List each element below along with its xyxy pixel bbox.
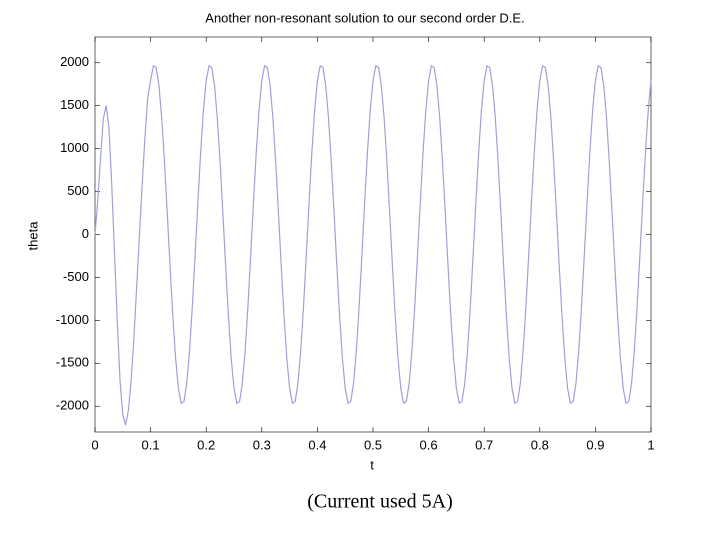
x-tick-label: 0.5 (364, 437, 382, 452)
y-tick-label: 1500 (60, 97, 89, 112)
x-tick-label: 0.6 (420, 437, 438, 452)
y-tick-label: -1500 (56, 355, 89, 370)
x-tick-label: 0.2 (197, 437, 215, 452)
x-tick-label: 0.9 (586, 437, 604, 452)
x-tick-label: 0.1 (142, 437, 160, 452)
x-tick-label: 1 (647, 437, 654, 452)
y-tick-label: -500 (63, 269, 89, 284)
x-tick-label: 0.4 (308, 437, 326, 452)
x-tick-label: 0.7 (475, 437, 493, 452)
x-axis-label: t (370, 457, 374, 472)
chart-title: Another non-resonant solution to our sec… (205, 10, 524, 25)
x-tick-label: 0 (91, 437, 98, 452)
y-tick-label: -1000 (56, 312, 89, 327)
y-tick-label: 500 (67, 183, 89, 198)
plot-frame (94, 36, 652, 433)
y-tick-label: 2000 (60, 54, 89, 69)
y-tick-label: -2000 (56, 398, 89, 413)
x-tick-label: 0.3 (253, 437, 271, 452)
x-tick-label: 0.8 (531, 437, 549, 452)
y-tick-label: 0 (82, 226, 89, 241)
y-tick-label: 1000 (60, 140, 89, 155)
y-axis-label: theta (25, 221, 40, 251)
data-line (94, 64, 652, 426)
caption: (Current used 5A) (307, 491, 453, 513)
